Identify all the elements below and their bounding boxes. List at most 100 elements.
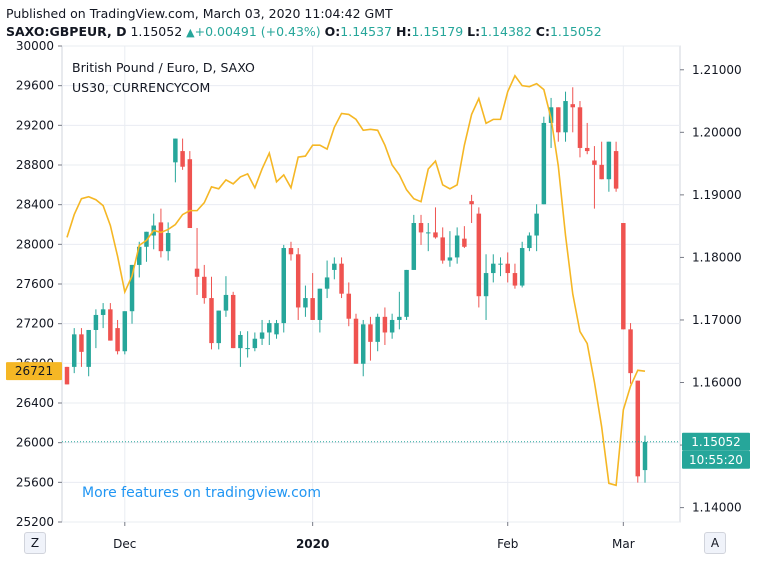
- candle-body: [223, 294, 229, 311]
- price-change: +0.00491 (+0.43%): [194, 24, 321, 39]
- candle-body: [216, 310, 221, 344]
- candle-body: [534, 213, 539, 236]
- right-tick-label: 1.18000: [692, 250, 742, 264]
- candle-body: [202, 276, 207, 299]
- candle-body: [469, 201, 474, 205]
- left-tick-label: 28000: [16, 237, 54, 251]
- candle-body: [173, 138, 178, 163]
- overlay-last-tag: [6, 362, 62, 381]
- candle-body: [245, 348, 250, 350]
- candle-body: [79, 334, 84, 352]
- overlay-series: [66, 74, 646, 487]
- current-price: 1.15052: [130, 24, 183, 39]
- candle-body: [635, 380, 641, 477]
- candle-body: [259, 332, 265, 339]
- candle-body: [476, 213, 482, 297]
- up-arrow-icon: ▲: [186, 26, 195, 39]
- candle-body: [462, 238, 467, 247]
- candle-body: [454, 235, 460, 258]
- candle-body: [194, 268, 200, 277]
- candle-body: [310, 298, 315, 320]
- left-tick-label: 27600: [16, 277, 54, 291]
- main-series-legend: British Pound / Euro, D, SAXO: [72, 60, 255, 75]
- candle-body: [324, 277, 330, 289]
- candle-body: [404, 269, 409, 317]
- right-tick-label: 1.19000: [692, 188, 742, 202]
- x-tick-label: Dec: [113, 537, 136, 551]
- candle-body: [584, 147, 590, 152]
- right-tick-label: 1.14000: [692, 501, 742, 515]
- overlay-series-legend: US30, CURRENCYCOM: [72, 80, 210, 95]
- candle-body: [332, 263, 337, 270]
- grid: [62, 45, 680, 523]
- symbol-ohlc-line: SAXO:GBPEUR, D 1.15052 ▲+0.00491 (+0.43%…: [6, 24, 602, 39]
- candle-body: [505, 263, 510, 274]
- left-tick-label: 29200: [16, 118, 54, 132]
- candle-body: [238, 334, 243, 349]
- candle-body: [267, 323, 272, 333]
- candle-body: [368, 324, 373, 342]
- candle-body: [606, 141, 612, 180]
- overlay-line: [66, 74, 646, 487]
- candles: [64, 87, 648, 483]
- right-tick-label: 1.17000: [692, 313, 742, 327]
- candle-body: [346, 293, 352, 319]
- candle-body: [180, 151, 185, 167]
- candle-body: [288, 248, 294, 255]
- candle-body: [382, 316, 388, 333]
- candle-body: [628, 329, 633, 374]
- candle-body: [158, 222, 164, 252]
- candle-body: [570, 104, 575, 108]
- published-line: Published on TradingView.com, March 03, …: [6, 6, 393, 21]
- candle-body: [411, 223, 417, 270]
- last-price-tag: [682, 432, 750, 451]
- countdown-tag: [682, 450, 750, 469]
- candle-body: [512, 273, 518, 286]
- close-label: C:: [535, 24, 550, 39]
- candle-body: [527, 235, 532, 249]
- candle-body: [577, 107, 583, 148]
- candle-body: [137, 246, 142, 265]
- candle-body: [433, 232, 438, 238]
- close-value: 1.15052: [549, 24, 602, 39]
- x-tick-label: 2020: [296, 537, 329, 551]
- candle-body: [64, 366, 70, 385]
- overlay-last-label: 26721: [15, 364, 53, 378]
- right-tick-label: 1.21000: [692, 63, 742, 77]
- left-tick-label: 28800: [16, 158, 54, 172]
- candle-body: [440, 237, 445, 261]
- candle-body: [317, 288, 323, 320]
- right-tick-label: 1.16000: [692, 376, 742, 390]
- candle-body: [187, 159, 193, 229]
- symbol-label: SAXO:GBPEUR, D: [6, 24, 127, 39]
- zoom-button[interactable]: Z: [24, 532, 46, 554]
- candle-body: [541, 122, 547, 205]
- left-tick-label: 25200: [16, 515, 54, 529]
- left-tick-label: 28400: [16, 198, 54, 212]
- candle-body: [621, 223, 626, 330]
- candle-body: [447, 257, 453, 261]
- low-label: L:: [467, 24, 481, 39]
- last-price-label: 1.15052: [691, 435, 741, 449]
- countdown-label: 10:55:20: [689, 453, 743, 467]
- candle-body: [613, 151, 619, 189]
- auto-scale-button[interactable]: A: [704, 532, 726, 554]
- candle-body: [599, 164, 604, 180]
- right-tick-label: 1.20000: [692, 125, 742, 139]
- candle-body: [209, 298, 214, 344]
- candle-body: [375, 316, 380, 342]
- candle-body: [295, 254, 301, 308]
- left-tick-label: 29600: [16, 79, 54, 93]
- watermark-text[interactable]: More features on tradingview.com: [82, 485, 321, 501]
- candle-body: [129, 264, 135, 312]
- open-label: O:: [324, 24, 341, 39]
- candle-body: [274, 323, 279, 335]
- candle-body: [426, 232, 431, 234]
- x-tick-label: Mar: [612, 537, 635, 551]
- candle-body: [108, 309, 113, 341]
- candle-body: [303, 298, 308, 308]
- candle-body: [563, 101, 568, 133]
- left-tick-label: 26000: [16, 436, 54, 450]
- price-markers: 1.15052 10:55:20 26721: [6, 362, 750, 469]
